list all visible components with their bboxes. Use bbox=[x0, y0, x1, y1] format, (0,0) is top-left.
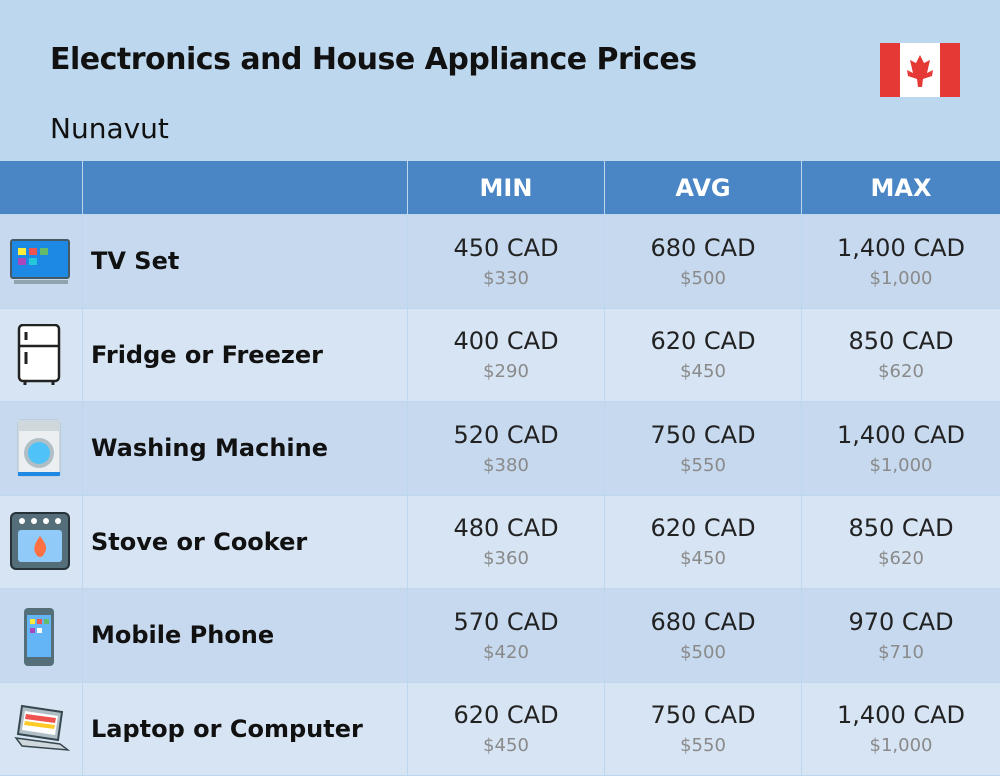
header-cell bbox=[83, 161, 407, 214]
price-usd: $290 bbox=[483, 361, 529, 383]
price-usd: $550 bbox=[680, 454, 726, 476]
price-usd: $1,000 bbox=[869, 267, 933, 289]
price-cell: 620 CAD $450 bbox=[408, 682, 604, 775]
price-usd: $1,000 bbox=[869, 454, 933, 476]
price-usd: $1,000 bbox=[869, 735, 933, 757]
price-local: 1,400 CAD bbox=[837, 420, 965, 449]
washer-icon bbox=[17, 419, 61, 477]
price-cell: 400 CAD $290 bbox=[408, 308, 604, 401]
tv-icon bbox=[10, 239, 70, 284]
fridge-icon bbox=[17, 324, 61, 385]
phone-icon bbox=[24, 608, 54, 666]
price-local: 400 CAD bbox=[453, 327, 559, 356]
flag bbox=[880, 43, 960, 97]
price-cell: 1,400 CAD $1,000 bbox=[802, 402, 1000, 495]
price-local: 450 CAD bbox=[453, 233, 559, 262]
price-cell: 620 CAD $450 bbox=[605, 495, 801, 588]
price-local: 1,400 CAD bbox=[837, 233, 965, 262]
price-cell: 520 CAD $380 bbox=[408, 402, 604, 495]
price-usd: $380 bbox=[483, 454, 529, 476]
price-local: 970 CAD bbox=[848, 607, 954, 636]
price-usd: $710 bbox=[878, 641, 924, 663]
item-name: Laptop or Computer bbox=[83, 682, 407, 775]
price-local: 680 CAD bbox=[650, 233, 756, 262]
price-local: 620 CAD bbox=[650, 327, 756, 356]
price-local: 520 CAD bbox=[453, 420, 559, 449]
price-cell: 570 CAD $420 bbox=[408, 589, 604, 682]
price-cell: 850 CAD $620 bbox=[802, 308, 1000, 401]
column-header: MAX bbox=[802, 161, 1000, 214]
price-usd: $360 bbox=[483, 548, 529, 570]
price-usd: $330 bbox=[483, 267, 529, 289]
price-cell: 680 CAD $500 bbox=[605, 589, 801, 682]
header-cell bbox=[0, 161, 82, 214]
item-name: Fridge or Freezer bbox=[83, 308, 407, 401]
item-name: Mobile Phone bbox=[83, 589, 407, 682]
price-cell: 1,400 CAD $1,000 bbox=[802, 215, 1000, 308]
price-cell: 750 CAD $550 bbox=[605, 682, 801, 775]
price-cell: 680 CAD $500 bbox=[605, 215, 801, 308]
price-local: 750 CAD bbox=[650, 701, 756, 730]
subtitle: Nunavut bbox=[50, 112, 169, 145]
price-local: 480 CAD bbox=[453, 514, 559, 543]
price-cell: 480 CAD $360 bbox=[408, 495, 604, 588]
price-local: 750 CAD bbox=[650, 420, 756, 449]
price-local: 850 CAD bbox=[848, 514, 954, 543]
price-cell: 750 CAD $550 bbox=[605, 402, 801, 495]
price-usd: $550 bbox=[680, 735, 726, 757]
price-usd: $420 bbox=[483, 641, 529, 663]
price-usd: $450 bbox=[483, 735, 529, 757]
price-usd: $500 bbox=[680, 267, 726, 289]
item-name: Stove or Cooker bbox=[83, 495, 407, 588]
price-cell: 970 CAD $710 bbox=[802, 589, 1000, 682]
column-header: MIN bbox=[408, 161, 604, 214]
price-local: 680 CAD bbox=[650, 607, 756, 636]
price-usd: $450 bbox=[680, 548, 726, 570]
price-cell: 450 CAD $330 bbox=[408, 215, 604, 308]
column-header: AVG bbox=[605, 161, 801, 214]
price-local: 850 CAD bbox=[848, 327, 954, 356]
item-name: Washing Machine bbox=[83, 402, 407, 495]
price-usd: $620 bbox=[878, 361, 924, 383]
price-cell: 850 CAD $620 bbox=[802, 495, 1000, 588]
price-local: 620 CAD bbox=[453, 701, 559, 730]
stove-icon bbox=[10, 512, 70, 570]
price-local: 620 CAD bbox=[650, 514, 756, 543]
price-cell: 1,400 CAD $1,000 bbox=[802, 682, 1000, 775]
price-local: 1,400 CAD bbox=[837, 701, 965, 730]
title: Electronics and House Appliance Prices bbox=[50, 42, 697, 77]
item-name: TV Set bbox=[83, 215, 407, 308]
price-usd: $500 bbox=[680, 641, 726, 663]
price-local: 570 CAD bbox=[453, 607, 559, 636]
laptop-icon bbox=[14, 704, 70, 751]
price-usd: $450 bbox=[680, 361, 726, 383]
price-cell: 620 CAD $450 bbox=[605, 308, 801, 401]
price-usd: $620 bbox=[878, 548, 924, 570]
